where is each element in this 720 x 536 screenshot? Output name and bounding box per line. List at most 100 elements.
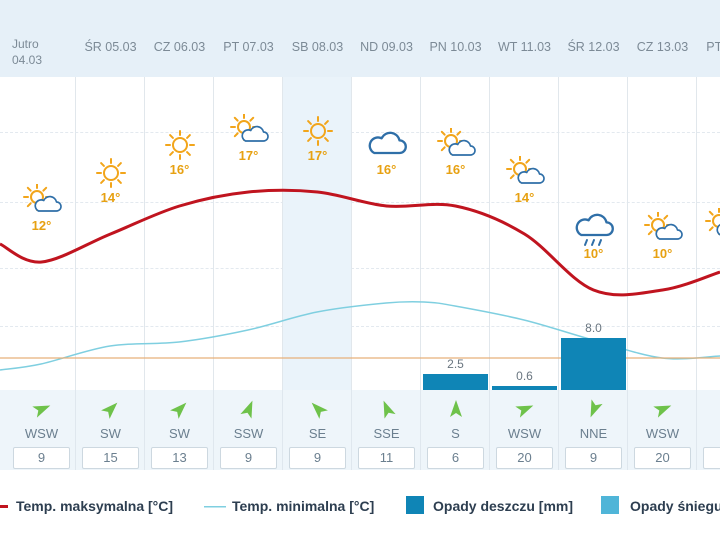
max-temp-label: 17° — [307, 148, 328, 163]
partly-cloudy-icon — [436, 128, 476, 156]
sunny-icon — [302, 116, 333, 146]
max-temp-line — [0, 188, 720, 297]
legend-min-label: Temp. minimalna [°C] — [232, 498, 375, 514]
wind-direction: NNE — [579, 426, 608, 441]
legend-max-label: Temp. maksymalna [°C] — [16, 498, 174, 514]
max-temp-label: 14° — [514, 190, 535, 205]
wind-direction: SE — [308, 426, 327, 441]
wind-speed-box: 20 — [496, 447, 553, 469]
wind-cell — [628, 390, 697, 470]
wind-direction: SW — [169, 426, 190, 441]
max-temp-label: 14° — [100, 190, 121, 205]
wind-cell — [421, 390, 490, 470]
wind-cell — [7, 390, 76, 470]
partly-cloudy-icon — [704, 208, 720, 236]
wind-arrow-icon — [383, 400, 396, 419]
day-column[interactable] — [7, 77, 76, 390]
day-column[interactable] — [559, 77, 628, 390]
date-header — [0, 0, 720, 77]
wind-cell — [76, 390, 145, 470]
wind-cell — [283, 390, 352, 470]
day-column[interactable] — [421, 77, 490, 390]
max-temp-label: 12° — [31, 218, 52, 233]
wind-speed-box: 9 — [13, 447, 70, 469]
day-date[interactable]: ND 09.03 — [360, 40, 413, 54]
day-column[interactable] — [352, 77, 421, 390]
cloud-icon — [368, 131, 407, 155]
wind-speed-box: 9 — [289, 447, 346, 469]
day-date[interactable]: WT 11.03 — [497, 40, 552, 54]
wind-arrow-icon — [514, 405, 533, 418]
wind-speed-box — [703, 447, 720, 469]
wind-cell — [559, 390, 628, 470]
sunny-icon — [95, 158, 126, 188]
wind-arrow-icon — [590, 399, 603, 418]
wind-arrow-icon — [169, 402, 186, 419]
day-date[interactable]: CZ 13.03 — [636, 40, 689, 54]
wind-direction: SSE — [373, 426, 400, 441]
wind-speed-box: 13 — [151, 447, 208, 469]
rain-bar — [492, 386, 557, 390]
wind-direction: S — [451, 426, 460, 441]
wind-direction: WSW — [507, 426, 542, 441]
wind-direction: SSW — [233, 426, 264, 441]
legend-snow-label: Opady śniegu — [630, 498, 720, 514]
partly-cloudy-icon — [229, 114, 269, 142]
wind-cell — [352, 390, 421, 470]
wind-direction: WSW — [24, 426, 59, 441]
day-column[interactable] — [145, 77, 214, 390]
wind-cell — [214, 390, 283, 470]
rain-cloud-icon — [575, 213, 614, 246]
day-date[interactable]: Jutro 04.03 — [12, 37, 43, 67]
rain-value-label: 8.0 — [585, 321, 602, 335]
grid-line — [0, 268, 720, 269]
day-column[interactable] — [76, 77, 145, 390]
day-column[interactable] — [214, 77, 283, 390]
rain-bar — [561, 338, 626, 390]
grid-line — [0, 132, 720, 133]
rain-value-label: 2.5 — [447, 356, 464, 371]
wind-arrow-icon — [652, 405, 671, 418]
wind-cell — [490, 390, 559, 470]
grid-line — [0, 326, 720, 327]
wind-arrow-icon — [311, 402, 328, 419]
wind-direction: SW — [100, 426, 121, 441]
max-legend-swatch — [0, 505, 8, 508]
snow-legend-swatch — [601, 496, 619, 514]
partly-cloudy-icon — [505, 156, 545, 184]
wind-arrow-icon — [100, 402, 117, 419]
wind-arrow-icon — [31, 405, 50, 418]
sunny-icon — [164, 130, 195, 160]
day-date[interactable]: CZ 06.03 — [153, 40, 206, 54]
rain-value-label: 0.6 — [516, 369, 533, 384]
wind-speed-box: 20 — [634, 447, 691, 469]
wind-arrow-icon — [449, 400, 462, 417]
day-date[interactable]: ŚR 12.03 — [567, 40, 620, 54]
wind-speed-box: 6 — [427, 447, 484, 469]
day-date[interactable]: ŚR 05.03 — [84, 40, 137, 54]
day-date[interactable]: SB 08.03 — [291, 40, 344, 54]
partly-cloudy-icon — [22, 184, 62, 212]
wind-speed-box: 11 — [358, 447, 415, 469]
day-column[interactable] — [628, 77, 697, 390]
max-temp-label: 16° — [445, 162, 466, 177]
wind-direction: WSW — [645, 426, 680, 441]
wind-arrow-icon — [239, 400, 252, 419]
wind-speed-box: 9 — [565, 447, 622, 469]
partly-cloudy-icon — [643, 212, 683, 240]
min-legend-swatch — [204, 506, 226, 508]
day-date[interactable]: PN 10.03 — [429, 40, 482, 54]
rain-legend-swatch — [406, 496, 424, 514]
legend-rain-label: Opady deszczu [mm] — [433, 498, 574, 514]
day-column[interactable] — [490, 77, 559, 390]
rain-bar — [423, 373, 488, 390]
max-temp-label: 10° — [652, 246, 673, 261]
wind-speed-box: 9 — [220, 447, 277, 469]
day-date[interactable]: PT 07.03 — [223, 40, 274, 54]
wind-speed-box: 15 — [82, 447, 139, 469]
max-temp-label: 17° — [238, 148, 259, 163]
day-column[interactable] — [283, 77, 352, 390]
day-date[interactable]: PT 14.03 — [706, 40, 720, 54]
max-temp-label: 10° — [583, 246, 604, 261]
